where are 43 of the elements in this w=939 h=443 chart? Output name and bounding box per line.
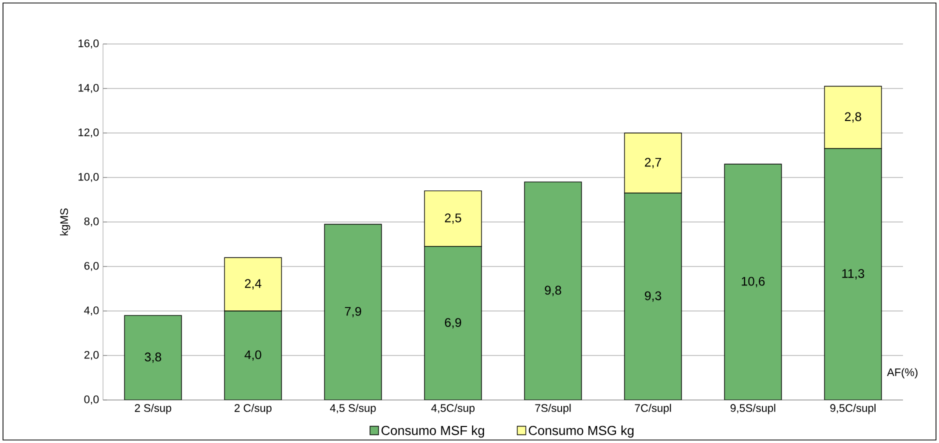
- bar: [524, 182, 582, 400]
- data-label: 2,7: [644, 158, 662, 168]
- x-tick-label: 4,5 S/sup: [330, 404, 376, 414]
- x-axis-title: AF(%): [886, 368, 918, 378]
- bar: [424, 246, 482, 400]
- y-axis-title: kgMS: [60, 208, 70, 236]
- bar: [124, 315, 182, 400]
- data-label: 3,8: [144, 352, 162, 363]
- y-tick-label: 12,0: [78, 128, 99, 138]
- data-label: 6,9: [444, 318, 462, 328]
- data-label: 2,8: [844, 112, 862, 123]
- data-label: 2,5: [444, 213, 462, 224]
- y-tick-label: 10,0: [78, 172, 99, 182]
- x-tick-label: 2 C/sup: [234, 404, 272, 414]
- data-label: 10,6: [742, 276, 765, 288]
- bar: [324, 224, 382, 400]
- data-label: 11,3: [842, 269, 864, 280]
- y-tick-label: 6,0: [84, 262, 99, 272]
- x-tick-label: 9,5C/supl: [830, 404, 876, 414]
- data-label: 2,4: [244, 279, 262, 290]
- y-tick-label: 0,0: [84, 395, 99, 405]
- x-tick-label: 7C/supl: [634, 404, 671, 414]
- x-tick-label: 9,5S/supl: [730, 404, 776, 414]
- bar: [224, 257, 282, 312]
- bar: [224, 310, 282, 400]
- y-tick-label: 8,0: [84, 217, 99, 227]
- bar: [624, 192, 682, 400]
- y-tick-label: 14,0: [78, 84, 99, 94]
- data-label: 7,9: [344, 306, 362, 318]
- data-label: 9,8: [544, 286, 562, 296]
- data-label: 4,0: [244, 350, 262, 361]
- x-tick-label: 7S/supl: [535, 404, 571, 414]
- bar: [724, 164, 782, 400]
- bar: [424, 190, 482, 247]
- y-tick-label: 2,0: [84, 350, 99, 360]
- y-tick-label: 16,0: [78, 39, 99, 49]
- legend-label: Consumo MSG kg: [528, 426, 634, 438]
- data-label: 9,3: [644, 291, 662, 302]
- legend-label: Consumo MSF kg: [382, 426, 484, 438]
- y-tick-label: 4,0: [84, 306, 99, 316]
- x-tick-label: 4,5C/sup: [431, 404, 475, 414]
- bar: [824, 148, 882, 400]
- x-tick-label: 2 S/sup: [134, 404, 172, 414]
